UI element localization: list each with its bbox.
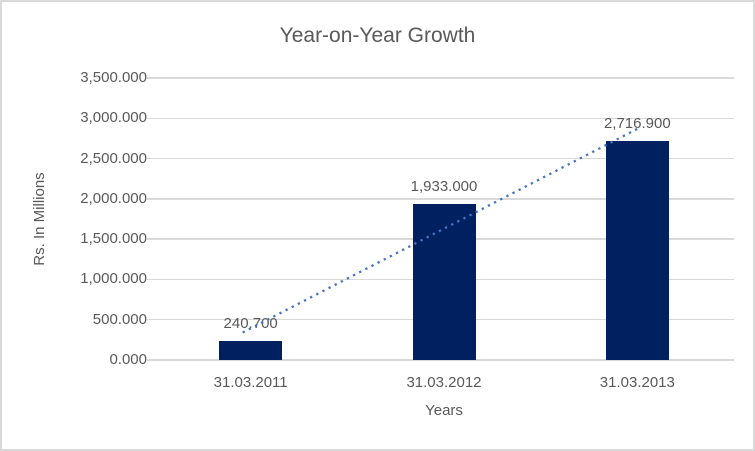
bar-data-label: 1,933.000 bbox=[410, 178, 478, 196]
y-axis-tick bbox=[147, 278, 154, 281]
y-axis-tick-label: 2,000.000 bbox=[80, 189, 147, 207]
y-axis-tick bbox=[147, 238, 154, 240]
bar-31.03.2011 bbox=[219, 340, 283, 360]
x-axis-title: Years bbox=[425, 402, 463, 419]
y-axis-tick-label: 0.000 bbox=[109, 351, 147, 368]
x-axis-category-label: 31.03.2011 bbox=[213, 374, 288, 391]
y-axis-tick-label: 500.000 bbox=[92, 310, 147, 328]
bar-31.03.2012 bbox=[412, 204, 476, 360]
gridline bbox=[154, 77, 734, 79]
x-axis-category-label: 31.03.2013 bbox=[599, 374, 675, 391]
chart-title: Year-on-Year Growth bbox=[279, 24, 476, 47]
y-axis-tick bbox=[147, 319, 154, 321]
y-axis-tick-label: 2,500.000 bbox=[80, 149, 147, 167]
y-axis-tick bbox=[147, 157, 154, 160]
y-axis-tick bbox=[147, 359, 154, 361]
y-axis-tick-label: 3,500.000 bbox=[80, 69, 147, 86]
x-axis-category-label: 31.03.2012 bbox=[406, 374, 482, 391]
y-axis-tick bbox=[147, 117, 154, 119]
bar-31.03.2013 bbox=[605, 141, 669, 360]
y-axis-tick bbox=[147, 198, 154, 200]
y-axis-tick-label: 1,000.000 bbox=[80, 270, 147, 288]
y-axis-tick bbox=[147, 77, 154, 79]
gridline bbox=[154, 117, 734, 119]
bar-data-label: 240.700 bbox=[223, 314, 278, 332]
bar-data-label: 2,716.900 bbox=[603, 115, 671, 133]
y-axis-tick-label: 3,000.000 bbox=[80, 109, 147, 127]
gridline bbox=[154, 359, 734, 361]
y-axis-tick-label: 1,500.000 bbox=[80, 230, 147, 248]
